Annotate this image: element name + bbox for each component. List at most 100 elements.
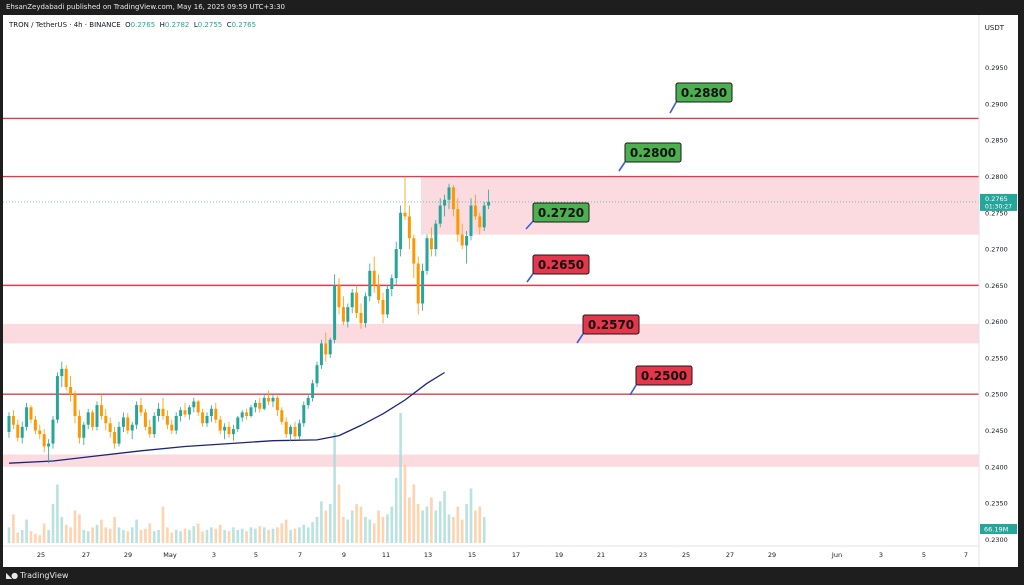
volume-bar [267,530,270,543]
volume-bar [91,527,94,543]
candle [192,401,196,408]
volume-bar [399,413,402,543]
volume-bar [456,506,460,543]
volume-bar [69,527,72,543]
candle [346,307,350,322]
price-tick: 0.2700 [985,246,1008,254]
time-tick: 29 [768,551,776,559]
candle [139,405,143,413]
time-tick: Jun [831,551,842,559]
price-tick: 0.2550 [985,354,1008,362]
volume-tag-text: 66.19M [984,526,1008,534]
level-label-box [532,254,590,275]
candle [214,408,218,420]
volume-bar [355,504,358,543]
volume-bar [205,530,209,543]
candle [121,417,125,427]
volume-bar [425,506,429,543]
candle [73,394,77,416]
volume-bar [104,527,108,543]
volume-bar [7,527,11,543]
zone-2 [3,454,979,467]
candle [447,187,451,200]
candle [64,368,68,387]
candle [333,285,337,340]
volume-bar [482,517,486,543]
price-tick: 0.2500 [985,391,1008,399]
price-tick: 0.2450 [985,427,1008,435]
price-tick: 0.2950 [985,64,1008,72]
candle [372,270,376,286]
candle [465,236,469,246]
candle [284,421,288,435]
volume-bar [412,484,416,543]
time-tick: 19 [555,551,563,559]
chart-frame[interactable]: 0.2880 0.2800 0.2720 0.2650 0.2570 0.2500 0.2… [3,15,1018,567]
currency-label: USDT [984,24,1004,32]
volume-bar [293,528,297,543]
volume-bar [29,531,33,543]
candle [267,397,271,402]
price-chart[interactable]: 0.2880 0.2800 0.2720 0.2650 0.2570 0.2500 0.2… [3,15,1018,567]
price-tick: 0.2750 [985,209,1008,217]
candle [82,424,86,438]
volume-bar [113,517,116,543]
tradingview-logo[interactable]: ◣● TradingView [0,567,68,585]
time-tick: 11 [382,551,390,559]
open-value: 0.2765 [130,21,156,29]
time-tick: 25 [682,551,690,559]
volume-bar [430,497,433,543]
candle [328,339,332,355]
candle [69,386,73,395]
candles-layer [7,176,491,464]
volume-bar [271,528,275,543]
volume-bar [337,484,341,543]
volume-bar [16,532,20,543]
candle [289,426,293,435]
candle [25,407,29,427]
volume-bar [188,530,191,543]
volume-bar [86,531,90,543]
volume-bar [306,527,310,543]
candle [482,205,486,228]
volume-bar [201,531,204,543]
candle [183,410,187,415]
candle [469,205,473,237]
volume-bar [34,533,37,543]
volume-bar [302,524,306,543]
candle [95,405,99,427]
volume-bar [60,517,64,543]
volume-bar [359,506,363,543]
volume-bar [249,527,253,543]
candle [148,426,152,435]
volume-bar [478,506,482,543]
candle [359,312,363,324]
volume-bar [42,523,46,543]
candle [104,416,108,424]
candle [487,201,491,206]
candle [434,223,438,250]
volume-bar [315,517,319,543]
candle [165,416,169,425]
candle [7,416,11,432]
price-tick: 0.2800 [985,173,1008,181]
volume-bar [284,519,288,543]
volume-bar [25,519,28,543]
zone-0 [421,176,979,235]
volume-bar [333,432,336,543]
volume-bar [56,484,59,543]
volume-bar [368,519,372,543]
volume-bar [408,497,411,543]
price-tick: 0.2300 [985,536,1008,544]
volume-bar [386,514,389,543]
volume-bar [262,527,266,543]
volume-bar [157,530,160,543]
candle [33,419,37,431]
volume-bar [438,501,442,543]
candle [394,249,398,279]
level-label-box [635,365,693,386]
volume-bar [328,504,332,543]
candle [399,212,403,250]
candle [425,238,429,271]
volume-bar [38,535,42,543]
